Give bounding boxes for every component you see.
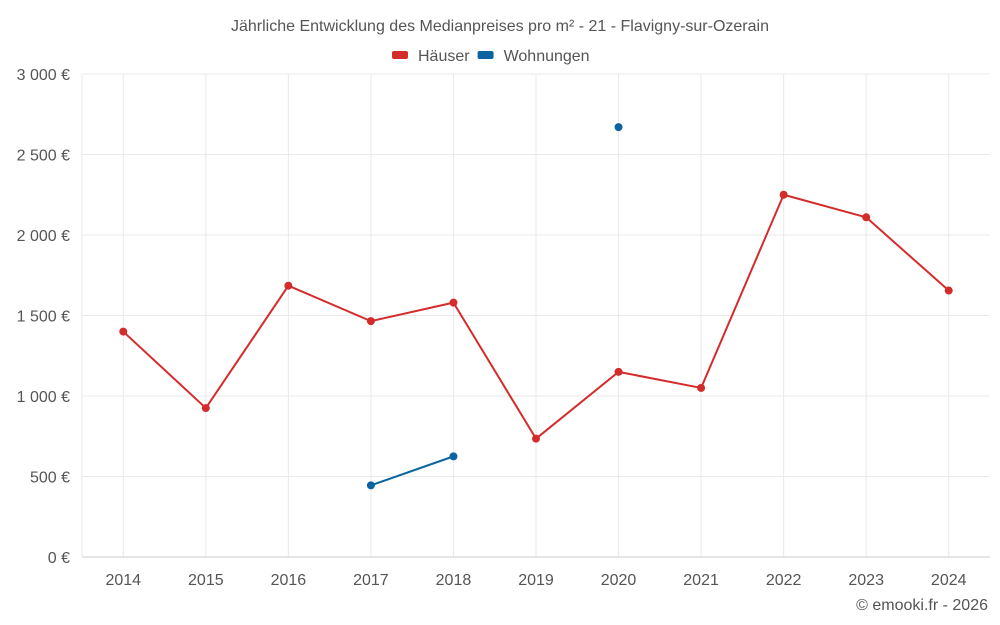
y-tick-label: 0 € [48, 550, 70, 567]
data-point-häuser[interactable] [779, 190, 788, 199]
legend-swatch [477, 51, 494, 59]
x-tick-label: 2021 [683, 572, 719, 589]
data-point-wohnungen[interactable] [366, 481, 375, 490]
legend-label: Häuser [418, 48, 470, 65]
x-tick-label: 2016 [271, 572, 307, 589]
y-tick-label: 2 000 € [17, 228, 70, 245]
series-line-wohnungen [370, 455, 454, 487]
data-point-wohnungen[interactable] [449, 452, 458, 461]
data-point-häuser[interactable] [532, 434, 540, 443]
data-point-häuser[interactable] [862, 213, 871, 222]
y-tick-label: 2 500 € [17, 148, 70, 165]
data-point-häuser[interactable] [284, 281, 293, 290]
y-tick-label: 1 000 € [17, 389, 70, 406]
data-point-häuser[interactable] [944, 286, 953, 295]
x-tick-label: 2017 [353, 572, 389, 589]
x-tick-label: 2015 [188, 572, 224, 589]
legend: Häuser Wohnungen [392, 48, 590, 65]
legend-label: Wohnungen [504, 48, 590, 65]
data-point-häuser[interactable] [366, 317, 375, 326]
y-tick-label: 3 000 € [17, 67, 70, 84]
x-tick-label: 2019 [518, 572, 554, 589]
x-tick-label: 2014 [105, 572, 141, 589]
data-point-häuser[interactable] [201, 404, 210, 413]
legend-swatch [392, 51, 408, 59]
credit-text: © emooki.fr - 2026 [856, 597, 988, 614]
legend-item-häuser[interactable]: Häuser [392, 48, 470, 65]
data-point-häuser[interactable] [119, 327, 128, 336]
x-gridlines [81, 74, 990, 558]
y-tick-label: 1 500 € [17, 309, 70, 326]
y-tick-label: 500 € [30, 470, 70, 487]
x-tick-label: 2018 [436, 572, 472, 589]
legend-item-wohnungen[interactable]: Wohnungen [477, 48, 590, 65]
data-point-wohnungen[interactable] [614, 123, 623, 132]
data-point-häuser[interactable] [449, 298, 458, 307]
chart-title: Jährliche Entwicklung des Medianpreises … [231, 18, 769, 35]
data-point-häuser[interactable] [697, 383, 706, 392]
x-tick-label: 2020 [601, 572, 637, 589]
x-tick-label: 2024 [931, 572, 967, 589]
x-axis-labels: 2014 2015 2016 2017 2018 2019 2020 2021 2022 2023… [105, 572, 966, 589]
y-axis-labels: 0 € 500 € 1 000 € 1 500 € 2 000 € 2 500 € 3 00… [17, 67, 70, 567]
data-point-häuser[interactable] [614, 367, 623, 376]
x-tick-label: 2023 [848, 572, 884, 589]
series-points [119, 123, 953, 490]
x-tick-label: 2022 [766, 572, 802, 589]
